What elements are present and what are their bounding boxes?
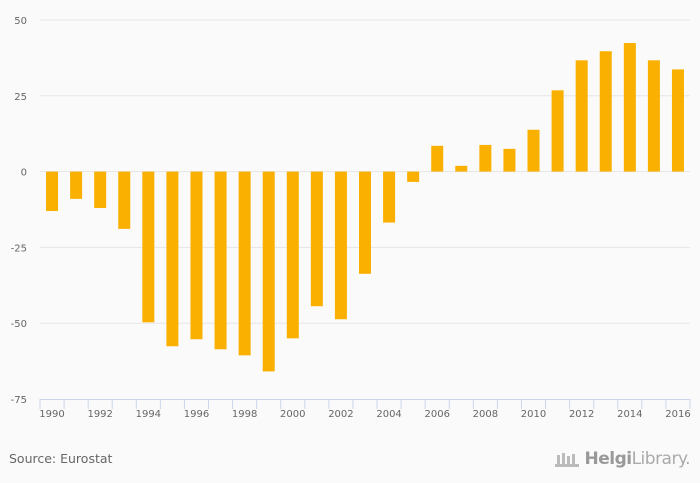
bar-2009 bbox=[503, 148, 516, 172]
bar-2015 bbox=[647, 60, 660, 172]
y-tick-label: -75 bbox=[11, 395, 27, 406]
bar-2002 bbox=[334, 171, 347, 320]
x-tick-label: 2008 bbox=[473, 409, 498, 420]
x-tick-label: 1994 bbox=[136, 409, 161, 420]
bar-1995 bbox=[166, 171, 179, 347]
library-icon bbox=[555, 453, 580, 467]
bar-2004 bbox=[383, 171, 396, 223]
x-tick-label: 2002 bbox=[328, 409, 353, 420]
bar-1993 bbox=[118, 171, 131, 229]
y-tick-label: -50 bbox=[11, 319, 27, 330]
bar-2007 bbox=[455, 165, 468, 172]
bar-1990 bbox=[46, 171, 59, 212]
bar-1991 bbox=[70, 171, 83, 199]
bar-2001 bbox=[310, 171, 323, 307]
x-tick-label: 2010 bbox=[521, 409, 546, 420]
bar-2013 bbox=[599, 51, 612, 172]
bar-1999 bbox=[262, 171, 275, 372]
x-tick-label: 2006 bbox=[424, 409, 449, 420]
bar-2005 bbox=[407, 171, 420, 182]
x-tick-label: 2004 bbox=[376, 409, 401, 420]
x-tick-label: 2012 bbox=[569, 409, 594, 420]
y-tick-label: 50 bbox=[14, 16, 27, 27]
bar-2014 bbox=[623, 43, 636, 172]
bar-1992 bbox=[94, 171, 107, 208]
helgi-library-logo[interactable]: HelgiLibrary. bbox=[554, 449, 691, 469]
logo-text: Library. bbox=[631, 449, 691, 469]
y-tick-label: 25 bbox=[14, 92, 27, 103]
bar-2011 bbox=[551, 90, 564, 172]
y-tick-label: -25 bbox=[11, 243, 27, 254]
logo-text-bold: Helgi bbox=[584, 449, 632, 469]
bar-2016 bbox=[671, 69, 684, 172]
bar-2003 bbox=[359, 171, 371, 274]
x-tick-label: 2014 bbox=[617, 409, 642, 420]
bar-1994 bbox=[142, 171, 155, 323]
x-tick-label: 1992 bbox=[87, 409, 112, 420]
source-label: Source: Eurostat bbox=[9, 451, 113, 466]
bar-2008 bbox=[479, 144, 492, 172]
bar-1996 bbox=[190, 171, 203, 340]
x-tick-label: 2016 bbox=[665, 409, 690, 420]
bar-1998 bbox=[238, 171, 251, 356]
bar-2006 bbox=[431, 145, 444, 172]
x-tick-label: 1990 bbox=[39, 409, 64, 420]
bar-chart: 50 25 0 -25 -50 -75 1990 1992 1994 1996 1998 2000 20… bbox=[11, 16, 691, 420]
x-tick-label: 1998 bbox=[232, 409, 257, 420]
bar-2000 bbox=[286, 171, 299, 339]
bar-2012 bbox=[575, 60, 588, 172]
x-tick-label: 2000 bbox=[280, 409, 305, 420]
bar-2010 bbox=[527, 129, 540, 172]
x-tick-label: 1996 bbox=[184, 409, 209, 420]
bar-1997 bbox=[214, 171, 227, 350]
y-tick-label: 0 bbox=[21, 168, 27, 179]
